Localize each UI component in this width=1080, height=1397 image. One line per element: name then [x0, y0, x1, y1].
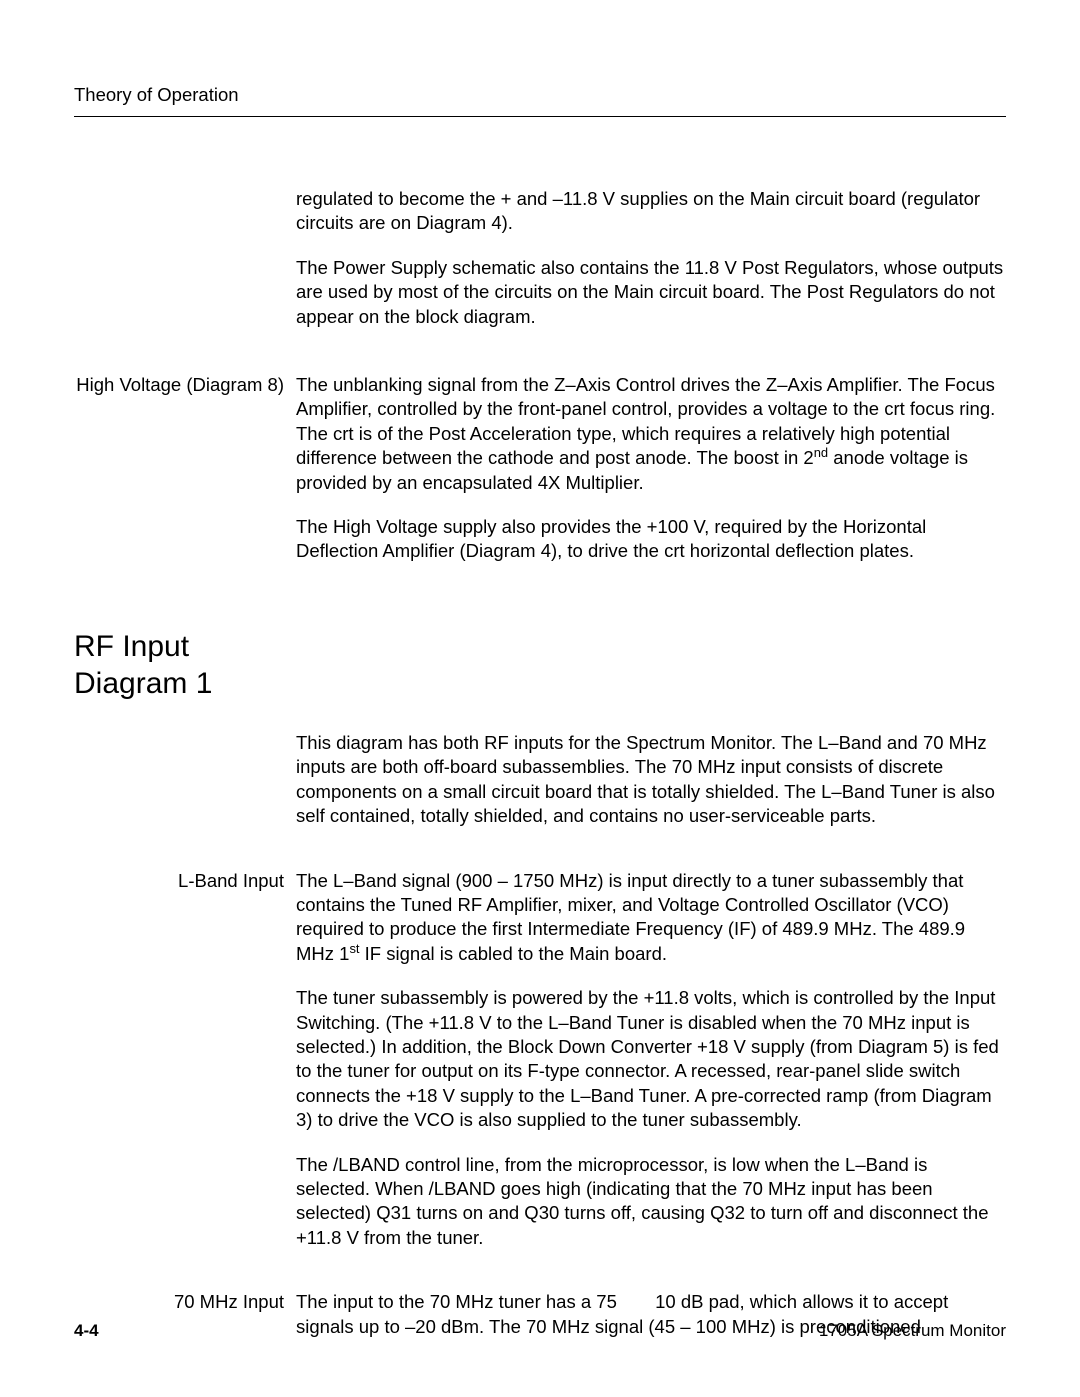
high-voltage-p1: The unblanking signal from the Z–Axis Co…: [296, 373, 1006, 495]
section-heading: RF Input Diagram 1: [74, 628, 1006, 703]
high-voltage-label: High Voltage (Diagram 8): [74, 373, 296, 584]
rf-intro-body: This diagram has both RF inputs for the …: [296, 731, 1006, 849]
intro-block: regulated to become the + and –11.8 V su…: [74, 187, 1006, 349]
mhz70-p1-a: The input to the 70 MHz tuner has a 75: [296, 1291, 622, 1312]
label-empty-2: [74, 731, 296, 849]
section-heading-line2: Diagram 1: [74, 665, 1006, 703]
doc-title: 1705A Spectrum Monitor: [819, 1321, 1006, 1341]
lband-body: The L–Band signal (900 – 1750 MHz) is in…: [296, 869, 1006, 1271]
page-footer: 4-4 1705A Spectrum Monitor: [74, 1321, 1006, 1341]
high-voltage-p2: The High Voltage supply also provides th…: [296, 515, 1006, 564]
lband-p2: The tuner subassembly is powered by the …: [296, 986, 1006, 1132]
page: Theory of Operation regulated to become …: [0, 0, 1080, 1397]
high-voltage-body: The unblanking signal from the Z–Axis Co…: [296, 373, 1006, 584]
lband-block: L-Band Input The L–Band signal (900 – 17…: [74, 869, 1006, 1271]
intro-p1: regulated to become the + and –11.8 V su…: [296, 187, 1006, 236]
running-header: Theory of Operation: [74, 84, 1006, 106]
intro-body: regulated to become the + and –11.8 V su…: [296, 187, 1006, 349]
rf-intro-block: This diagram has both RF inputs for the …: [74, 731, 1006, 849]
lband-p1: The L–Band signal (900 – 1750 MHz) is in…: [296, 869, 1006, 967]
lband-p1-post: IF signal is cabled to the Main board.: [360, 943, 667, 964]
intro-p2: The Power Supply schematic also contains…: [296, 256, 1006, 329]
high-voltage-block: High Voltage (Diagram 8) The unblanking …: [74, 373, 1006, 584]
rf-intro-p1: This diagram has both RF inputs for the …: [296, 731, 1006, 829]
label-empty: [74, 187, 296, 349]
hv-p1-sup: nd: [814, 445, 828, 460]
lband-p1-sup: st: [349, 941, 359, 956]
header-rule: [74, 116, 1006, 117]
section-heading-line1: RF Input: [74, 628, 1006, 666]
page-number: 4-4: [74, 1321, 99, 1341]
lband-label: L-Band Input: [74, 869, 296, 1271]
lband-p3: The /LBAND control line, from the microp…: [296, 1153, 1006, 1251]
